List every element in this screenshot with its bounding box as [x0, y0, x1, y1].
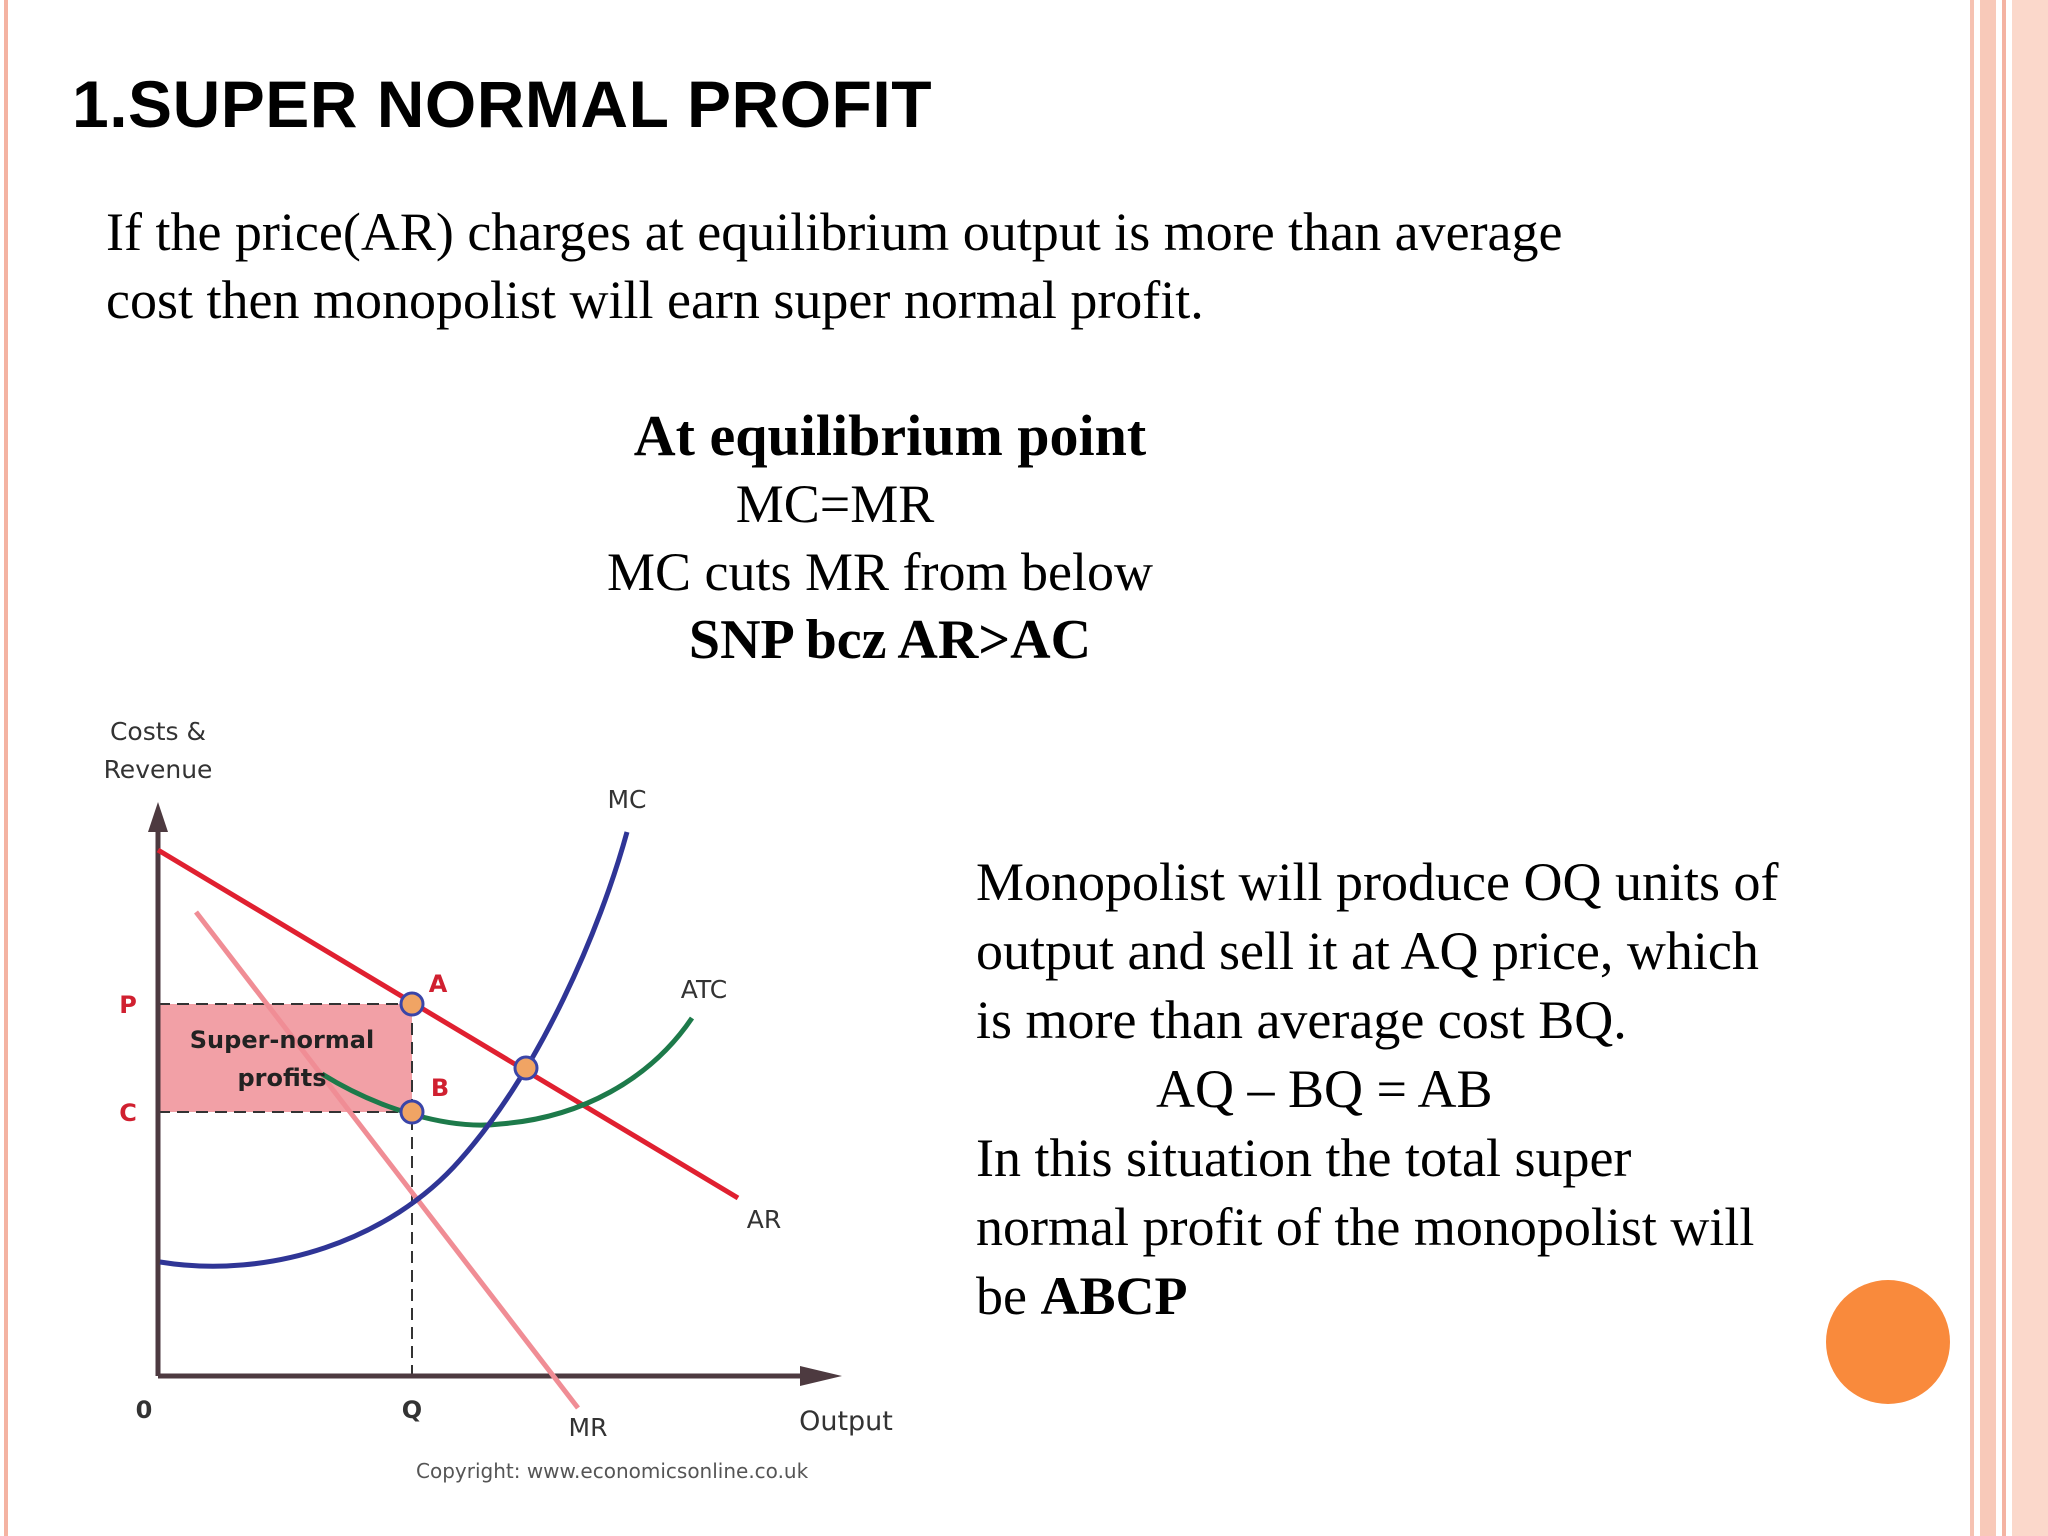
explanation-line: is more than average cost BQ. — [976, 990, 1627, 1050]
explanation-line: be ABCP — [976, 1262, 1936, 1331]
equilibrium-conclusion: SNP bcz AR>AC — [688, 609, 1092, 671]
profit-area-label: ABCP — [1040, 1266, 1188, 1326]
cost-label-c: C — [119, 1099, 137, 1127]
mc-mr-intersection-point — [513, 1055, 539, 1081]
ar-curve-label: AR — [747, 1205, 781, 1234]
point-a-label: A — [429, 970, 448, 998]
point-b — [399, 1099, 425, 1125]
explanation-line: normal profit of the monopolist will — [976, 1197, 1755, 1257]
equilibrium-block: At equilibrium point MC=MR MC cuts MR fr… — [490, 402, 1290, 674]
point-a — [399, 991, 425, 1017]
explanation-line: output and sell it at AQ price, which — [976, 921, 1759, 981]
x-axis-arrow — [800, 1366, 842, 1386]
profit-equation: AQ – BQ = AB — [1156, 1059, 1493, 1119]
atc-curve — [320, 1016, 695, 1128]
equilibrium-condition: MC cuts MR from below — [607, 542, 1153, 602]
explanation-line: In this situation the total super — [976, 1128, 1632, 1188]
equilibrium-condition: MC=MR — [735, 474, 935, 534]
atc-curve-label: ATC — [681, 975, 727, 1004]
price-label-p: P — [119, 991, 137, 1019]
mc-curve — [159, 831, 630, 1269]
intro-line: cost then monopolist will earn super nor… — [106, 270, 1204, 330]
intro-line: If the price(AR) charges at equilibrium … — [106, 202, 1563, 262]
origin-label: 0 — [136, 1396, 153, 1424]
left-border-decoration — [0, 0, 8, 1536]
right-border-decoration — [1960, 0, 2048, 1536]
mc-curve-label: MC — [607, 785, 646, 814]
ar-curve — [156, 847, 740, 1201]
super-normal-profit-region — [158, 1004, 412, 1112]
slide-title: 1.SUPER NORMAL PROFIT — [72, 67, 933, 141]
copyright-text: Copyright: www.economicsonline.co.uk — [416, 1459, 809, 1483]
explanation-prefix: be — [976, 1266, 1041, 1326]
x-axis-label: Output — [799, 1406, 893, 1437]
region-label: Super-normal — [190, 1026, 374, 1054]
explanation-paragraph: Monopolist will produce OQ units of outp… — [976, 848, 1936, 1331]
point-b-label: B — [431, 1074, 449, 1102]
y-axis-label: Revenue — [104, 755, 213, 784]
explanation-line: Monopolist will produce OQ units of — [976, 852, 1779, 912]
y-axis-arrow — [148, 802, 168, 832]
region-label: profits — [237, 1064, 326, 1092]
decorative-circle — [1826, 1280, 1950, 1404]
intro-paragraph: If the price(AR) charges at equilibrium … — [106, 198, 1866, 334]
equilibrium-heading: At equilibrium point — [633, 403, 1147, 468]
y-axis-label: Costs & — [110, 717, 206, 746]
quantity-label-q: Q — [402, 1396, 422, 1424]
mr-curve — [194, 910, 580, 1410]
monopoly-profit-diagram: Costs & Revenue Output 0 P C Q A B MC AT… — [104, 717, 893, 1483]
mr-curve-label: MR — [569, 1413, 608, 1442]
